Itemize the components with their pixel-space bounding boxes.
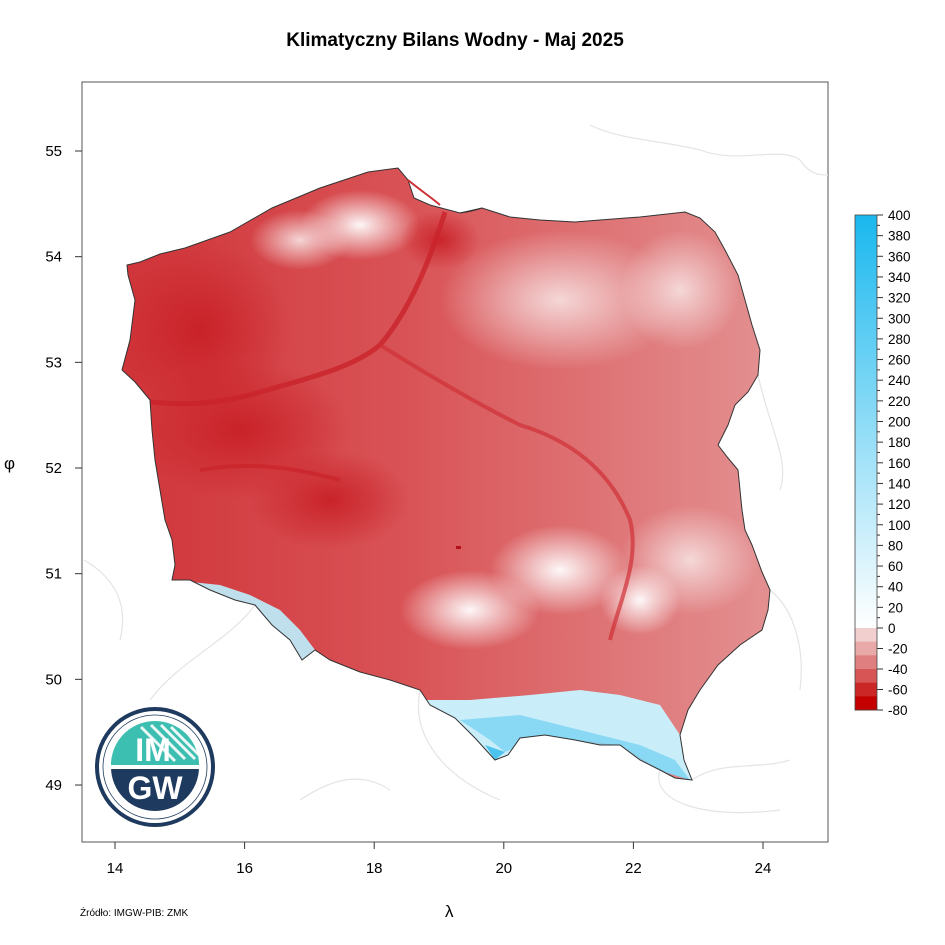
colorbar-segment bbox=[855, 682, 877, 697]
colorbar: 4003803603403203002802602402202001801601… bbox=[854, 208, 911, 718]
svg-text:GW: GW bbox=[127, 770, 183, 806]
colorbar-label: 240 bbox=[888, 373, 911, 388]
colorbar-label: 220 bbox=[888, 394, 911, 409]
y-axis-label: φ bbox=[4, 454, 16, 473]
colorbar-label: 140 bbox=[888, 476, 911, 491]
colorbar-label: 120 bbox=[888, 497, 911, 512]
imgw-logo: IM GW bbox=[95, 707, 215, 827]
colorbar-label: 40 bbox=[888, 580, 903, 595]
x-tick-label: 16 bbox=[236, 860, 253, 877]
colorbar-label: 80 bbox=[888, 538, 903, 553]
x-tick-label: 14 bbox=[107, 860, 124, 877]
y-axis: 49 50 51 52 53 54 55 bbox=[45, 143, 82, 794]
colorbar-label: -60 bbox=[888, 683, 908, 698]
colorbar-label: 0 bbox=[888, 621, 896, 636]
colorbar-label: 340 bbox=[888, 270, 911, 285]
colorbar-label: 360 bbox=[888, 249, 911, 264]
colorbar-label: 400 bbox=[888, 208, 911, 223]
colorbar-segment bbox=[855, 655, 877, 670]
colorbar-label: 200 bbox=[888, 415, 911, 430]
colorbar-label: 160 bbox=[888, 456, 911, 471]
colorbar-label: 100 bbox=[888, 518, 911, 533]
colorbar-label: 180 bbox=[888, 435, 911, 450]
colorbar-frame bbox=[854, 214, 878, 711]
water-balance-map bbox=[121, 167, 771, 781]
y-tick-label: 52 bbox=[45, 460, 62, 477]
plot-frame bbox=[81, 81, 829, 843]
y-tick-label: 49 bbox=[45, 777, 62, 794]
x-axis-label: λ bbox=[445, 902, 454, 921]
colorbar-label: -80 bbox=[888, 703, 908, 718]
y-tick-label: 55 bbox=[45, 143, 62, 160]
colorbar-label: 300 bbox=[888, 311, 911, 326]
x-tick-label: 22 bbox=[625, 860, 642, 877]
colorbar-label: 60 bbox=[888, 559, 903, 574]
neighbor-borders bbox=[83, 124, 829, 814]
colorbar-positive bbox=[855, 215, 877, 628]
colorbar-segment bbox=[855, 669, 877, 684]
colorbar-label: 260 bbox=[888, 353, 911, 368]
colorbar-label: -40 bbox=[888, 662, 908, 677]
map-title: Klimatyczny Bilans Wodny - Maj 2025 bbox=[286, 30, 624, 51]
colorbar-label: -20 bbox=[888, 642, 908, 657]
y-tick-label: 51 bbox=[45, 566, 62, 583]
y-tick-label: 50 bbox=[45, 671, 62, 688]
y-tick-label: 53 bbox=[45, 354, 62, 371]
colorbar-segment bbox=[855, 628, 877, 643]
x-tick-label: 20 bbox=[495, 860, 512, 877]
y-tick-label: 54 bbox=[45, 249, 62, 266]
x-tick-label: 24 bbox=[755, 860, 772, 877]
x-axis: 14 16 18 20 22 24 bbox=[107, 842, 772, 877]
svg-text:IM: IM bbox=[135, 732, 171, 768]
source-note: Źródło: IMGW-PIB: ZMK bbox=[80, 908, 189, 919]
colorbar-segment bbox=[855, 641, 877, 656]
colorbar-segment bbox=[855, 696, 877, 711]
colorbar-label: 320 bbox=[888, 291, 911, 306]
colorbar-label: 20 bbox=[888, 600, 903, 615]
colorbar-label: 280 bbox=[888, 332, 911, 347]
colorbar-label: 380 bbox=[888, 229, 911, 244]
x-tick-label: 18 bbox=[366, 860, 383, 877]
